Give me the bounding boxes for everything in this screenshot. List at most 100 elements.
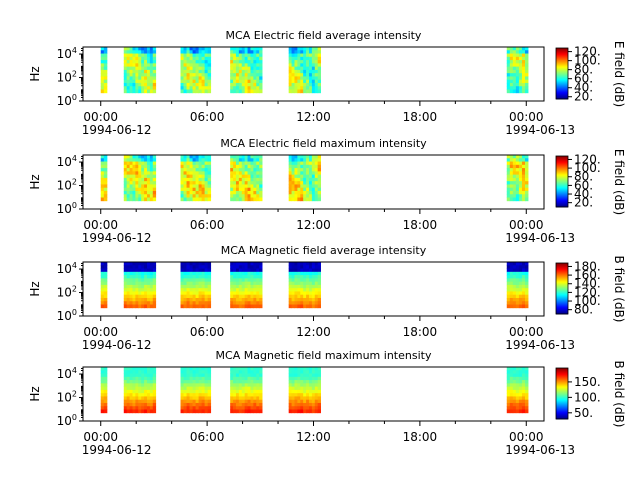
heatmap-cell (180, 271, 184, 276)
heatmap-cell (256, 53, 260, 58)
heatmap-cell (518, 262, 523, 266)
heatmap-cell (308, 389, 313, 394)
heatmap-cell (192, 50, 196, 54)
heatmap-cell (247, 373, 251, 378)
heatmap-cell (288, 158, 292, 162)
heatmap-cell (259, 66, 263, 71)
heatmap-cell (144, 164, 148, 169)
heatmap-cell (244, 284, 248, 289)
heatmap-cell (207, 171, 212, 176)
x-tick-label: 06:00 (190, 110, 225, 124)
heatmap-cell (294, 197, 298, 202)
heatmap-cell (311, 278, 316, 283)
heatmap-cell (506, 155, 511, 159)
heatmap-cell (525, 53, 529, 58)
heatmap-cell (207, 69, 212, 74)
heatmap-cell (146, 47, 151, 51)
heatmap-cell (512, 53, 517, 58)
heatmap-cell (515, 60, 520, 64)
heatmap-cell (512, 69, 517, 74)
heatmap-cell (192, 155, 196, 159)
colorbar-band (556, 369, 568, 371)
heatmap-cell (303, 370, 307, 374)
heatmap-cell (288, 47, 292, 51)
heatmap-cell (192, 268, 196, 273)
heatmap-cell (100, 190, 105, 195)
heatmap-cell (195, 271, 199, 276)
heatmap-cell (311, 301, 316, 305)
heatmap-cell (207, 161, 212, 166)
heatmap-cell (126, 79, 130, 84)
heatmap-cell (244, 373, 248, 378)
heatmap-cell (241, 275, 246, 279)
heatmap-cell (230, 171, 234, 176)
heatmap-cell (306, 373, 310, 378)
heatmap-cell (129, 53, 133, 58)
heatmap-cell (525, 389, 529, 394)
heatmap-cell (123, 60, 128, 64)
heatmap-cell (518, 265, 523, 269)
heatmap-cell (521, 50, 526, 54)
heatmap-cell (207, 406, 212, 410)
colorbar-band (556, 88, 568, 90)
heatmap-cell (250, 281, 254, 286)
heatmap-cell (525, 265, 529, 269)
heatmap-cell (230, 161, 234, 166)
heatmap-cell (288, 168, 292, 172)
heatmap-cell (308, 187, 313, 192)
heatmap-cell (512, 304, 517, 309)
heatmap-cell (259, 294, 263, 299)
heatmap-cell (256, 262, 260, 266)
heatmap-cell (311, 155, 316, 159)
heatmap-cell (180, 275, 184, 279)
heatmap-cell (506, 164, 511, 169)
heatmap-cell (291, 63, 295, 68)
heatmap-cell (314, 268, 319, 273)
heatmap-cell (303, 406, 307, 410)
heatmap-cell (204, 89, 209, 94)
heatmap-cell (253, 89, 257, 94)
heatmap-cell (144, 275, 148, 279)
heatmap-cell (192, 389, 196, 394)
heatmap-cell (183, 389, 187, 394)
x-tick-label: 00:00 (83, 218, 118, 232)
heatmap-cell (303, 367, 307, 371)
heatmap-cell (186, 187, 190, 192)
heatmap-cell (525, 406, 529, 410)
colorbar: 20.40.60.80.100.120. E field (dB) (555, 149, 626, 215)
heatmap-cell (138, 275, 142, 279)
heatmap-cell (288, 63, 292, 68)
heatmap-cell (256, 50, 260, 54)
heatmap-cell (521, 60, 526, 64)
heatmap-cell (186, 63, 190, 68)
heatmap-cell (525, 288, 529, 292)
heatmap-cell (506, 380, 511, 384)
heatmap-cell (306, 69, 310, 74)
heatmap-cell (123, 76, 128, 81)
y-tick-label: 102 (57, 390, 77, 405)
colorbar-band (556, 51, 568, 53)
heatmap-cell (230, 376, 234, 381)
colorbar: 80.100.120.140.160.180. B field (dB) (555, 256, 626, 322)
colorbar-band (556, 185, 568, 188)
heatmap-segment (180, 155, 212, 202)
heatmap-cell (308, 50, 313, 54)
x-date-end: 1994-06-13 (505, 123, 575, 137)
heatmap-cell (233, 60, 237, 64)
heatmap-cell (238, 291, 243, 296)
heatmap-cell (306, 396, 310, 401)
heatmap-cell (521, 268, 526, 273)
heatmap-cell (308, 367, 313, 371)
heatmap-cell (138, 370, 142, 374)
heatmap-cell (233, 86, 237, 90)
heatmap-cell (250, 194, 254, 198)
heatmap-cell (141, 393, 145, 397)
heatmap-cell (521, 370, 526, 374)
heatmap-cell (207, 164, 212, 169)
colorbar-tick-label: 140. (574, 277, 601, 291)
heatmap-cell (288, 383, 292, 388)
heatmap-cell (146, 79, 151, 84)
colorbar-band (556, 383, 568, 386)
heatmap-cell (238, 60, 243, 64)
heatmap-cell (144, 171, 148, 176)
